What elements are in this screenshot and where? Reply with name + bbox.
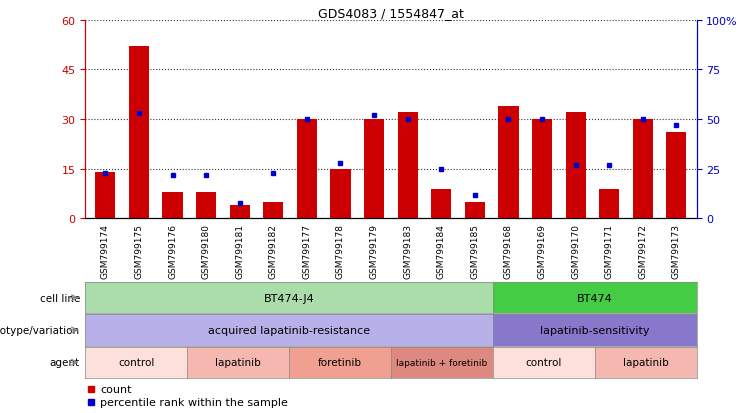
- Bar: [263, 202, 283, 219]
- Bar: [398, 113, 418, 219]
- Bar: [633, 120, 653, 219]
- Text: count: count: [100, 384, 132, 394]
- Text: BT474: BT474: [576, 293, 613, 303]
- Bar: [96, 173, 116, 219]
- Text: lapatinib + foretinib: lapatinib + foretinib: [396, 358, 488, 367]
- Bar: [364, 120, 384, 219]
- Bar: [666, 133, 686, 219]
- Bar: [162, 192, 182, 219]
- Bar: [129, 47, 149, 219]
- Text: control: control: [118, 357, 154, 368]
- Text: genotype/variation: genotype/variation: [0, 325, 80, 335]
- Bar: [532, 120, 552, 219]
- Bar: [499, 107, 519, 219]
- Text: foretinib: foretinib: [318, 357, 362, 368]
- Bar: [599, 189, 619, 219]
- Title: GDS4083 / 1554847_at: GDS4083 / 1554847_at: [318, 7, 464, 19]
- Text: percentile rank within the sample: percentile rank within the sample: [100, 397, 288, 407]
- Bar: [330, 169, 350, 219]
- Text: lapatinib-sensitivity: lapatinib-sensitivity: [540, 325, 649, 335]
- Text: acquired lapatinib-resistance: acquired lapatinib-resistance: [208, 325, 370, 335]
- Bar: [196, 192, 216, 219]
- Text: agent: agent: [50, 357, 80, 368]
- Bar: [465, 202, 485, 219]
- Text: BT474-J4: BT474-J4: [264, 293, 314, 303]
- Text: lapatinib: lapatinib: [215, 357, 261, 368]
- Bar: [230, 206, 250, 219]
- Bar: [431, 189, 451, 219]
- Bar: [565, 113, 585, 219]
- Bar: [297, 120, 317, 219]
- Text: control: control: [525, 357, 562, 368]
- Text: cell line: cell line: [39, 293, 80, 303]
- Text: lapatinib: lapatinib: [622, 357, 668, 368]
